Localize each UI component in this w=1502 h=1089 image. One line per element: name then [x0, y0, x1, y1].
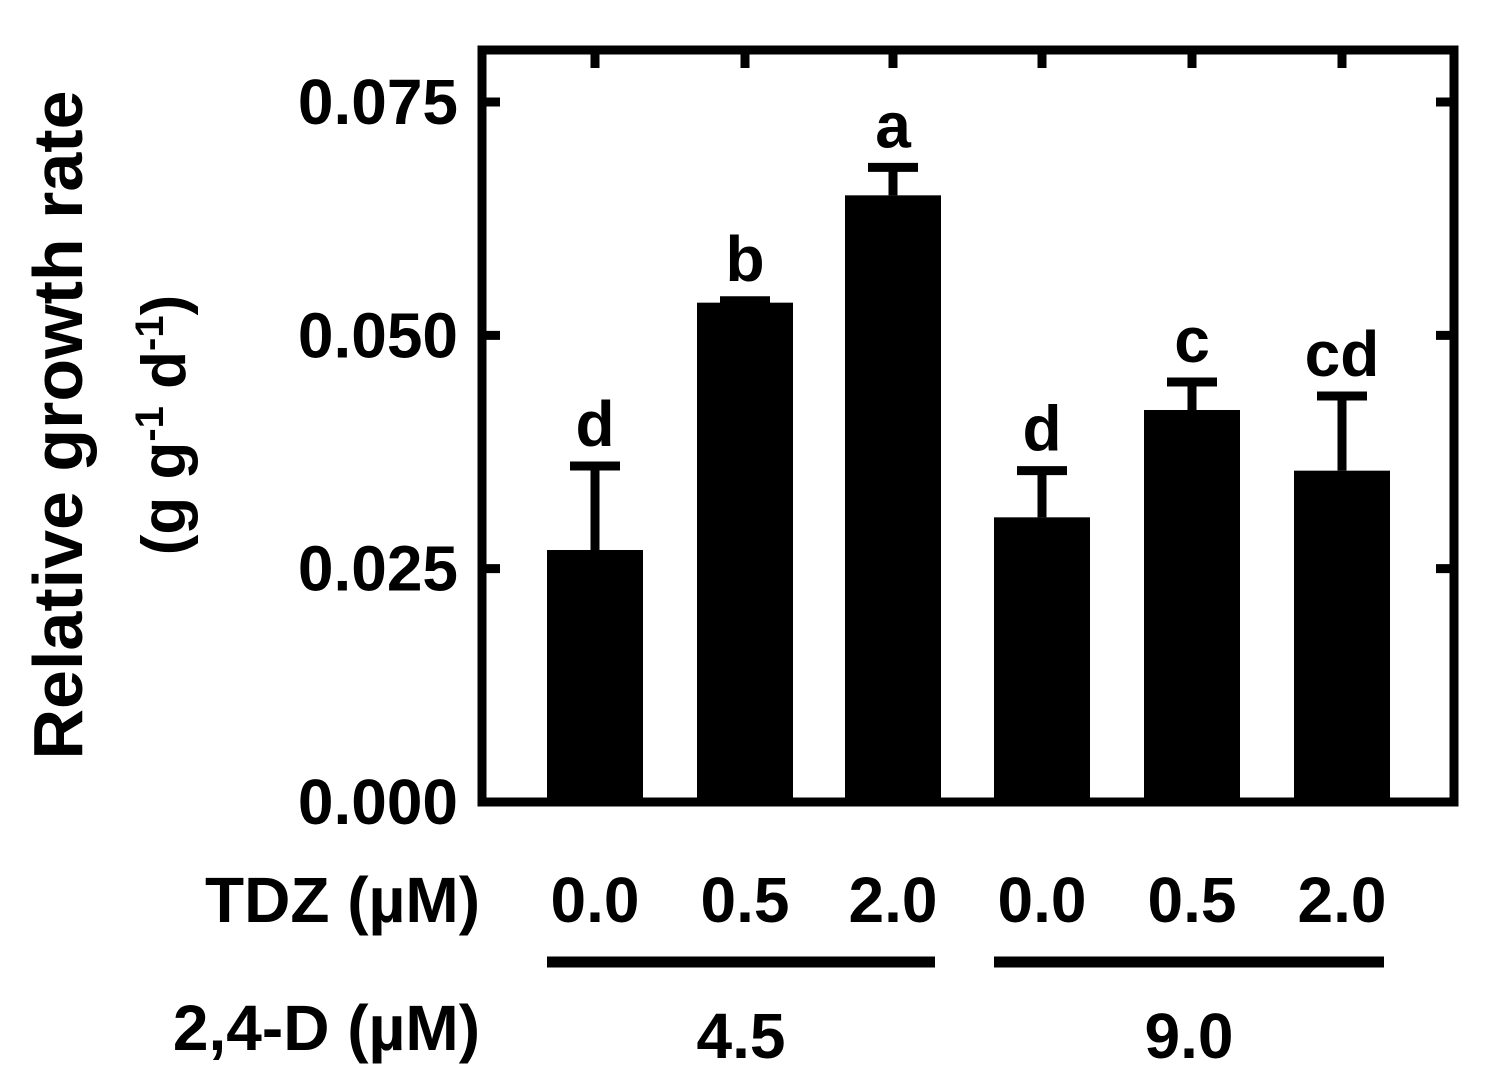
x-tick-label: 0.0 [998, 864, 1087, 936]
y-tick-label: 0.075 [298, 66, 458, 138]
x-tick-label: 0.0 [551, 864, 640, 936]
x-axis-labels: 0.0 0.5 2.0 0.0 0.5 2.0 [551, 864, 1387, 936]
y-tick-label: 0.025 [298, 533, 458, 605]
significance-letter: d [1022, 393, 1061, 465]
group-label: 9.0 [1145, 1000, 1234, 1072]
x-tick-label: 0.5 [1148, 864, 1237, 936]
y-axis-title-line1: Relative growth rate [19, 90, 97, 759]
x-tick-label: 2.0 [1298, 864, 1387, 936]
d24-axis-label: 2,4-D (µM) [173, 992, 480, 1064]
bar [845, 195, 941, 803]
tdz-axis-label: TDZ (µM) [205, 864, 480, 936]
y-axis-units: (g g-1 d-1) [128, 295, 199, 556]
x-tick-label: 0.5 [701, 864, 790, 936]
bar [1144, 410, 1240, 802]
y-axis-units-text: (g g-1 d-1) [128, 295, 199, 556]
bar [1294, 470, 1390, 802]
group-lines: 4.5 9.0 [547, 956, 1384, 1072]
significance-letter: cd [1305, 318, 1380, 390]
significance-letter: a [875, 89, 911, 161]
bar [994, 517, 1090, 802]
y-tick-label: 0.000 [298, 766, 458, 838]
top-axis-ticks [590, 50, 1347, 68]
significance-letter: d [575, 388, 614, 460]
significance-letter: c [1174, 304, 1210, 376]
group-label: 4.5 [697, 1000, 786, 1072]
significance-letter: b [725, 223, 764, 295]
y-axis-title: Relative growth rate [19, 90, 97, 759]
plot-frame [477, 45, 1459, 807]
y-axis-ticks: 0.000 0.025 0.050 0.075 [298, 66, 1454, 838]
y-tick-label: 0.050 [298, 299, 458, 371]
bar [547, 550, 643, 802]
x-tick-label: 2.0 [849, 864, 938, 936]
bar [697, 302, 793, 802]
bars-layer: d b a d c cd [547, 89, 1390, 803]
